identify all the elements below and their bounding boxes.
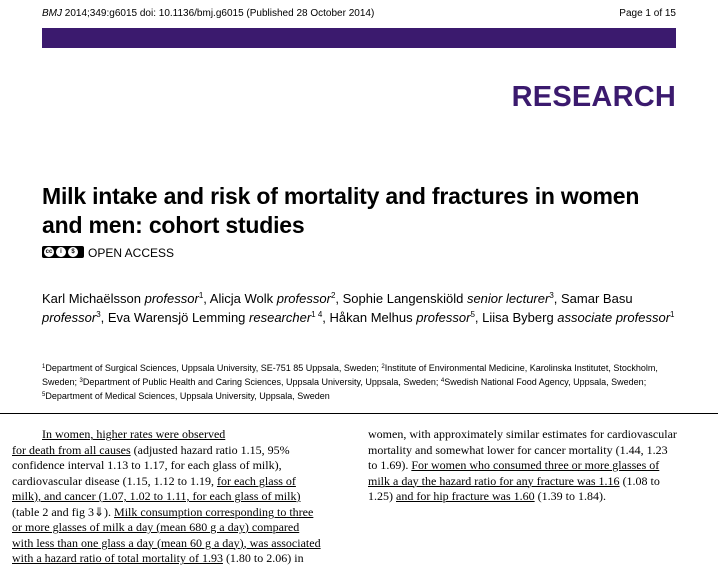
body-text: (1.08 to — [619, 473, 660, 488]
citation-details: 2014;349:g6015 doi: 10.1136/bmj.g6015 (P… — [62, 8, 375, 19]
affiliation-text: Department of Surgical Sciences, Uppsala… — [45, 363, 382, 373]
section-divider — [0, 413, 718, 414]
highlighted-text: or more glasses of milk a day (mean 680 … — [12, 520, 300, 534]
body-line: cardiovascular disease (1.15, 1.12 to 1.… — [12, 474, 352, 490]
author-role: professor — [144, 291, 199, 306]
body-text: to 1.69). — [368, 458, 412, 472]
author-affiliation-marker: 1 4 — [311, 310, 323, 319]
author-name: Alicja Wolk — [209, 291, 277, 306]
author-separator: , — [203, 291, 210, 306]
affiliation-text: Department of Medical Sciences, Uppsala … — [45, 391, 330, 401]
citation-header: BMJ 2014;349:g6015 doi: 10.1136/bmj.g601… — [42, 8, 374, 19]
body-line: women, with approximately similar estima… — [368, 427, 677, 441]
author-entry: Eva Warensjö Lemming researcher1 4, — [108, 310, 330, 325]
author-entry: Alicja Wolk professor2, — [210, 291, 343, 306]
body-line: In women, higher rates were observed — [12, 427, 352, 443]
body-text: (table 2 and fig 3⇓). — [12, 504, 115, 519]
body-line: with a hazard ratio of total mortality o… — [12, 551, 352, 567]
body-line: to 1.69). For women who consumed three o… — [368, 458, 708, 474]
body-line: 1.25) and for hip fracture was 1.60 (1.3… — [368, 489, 708, 505]
journal-name: BMJ — [42, 8, 62, 19]
author-affiliation-marker: 3 — [549, 291, 554, 300]
author-affiliation-marker: 1 — [198, 291, 204, 300]
article-title: Milk intake and risk of mortality and fr… — [42, 182, 692, 240]
author-entry: Liisa Byberg associate professor1 — [482, 310, 674, 325]
body-line: (table 2 and fig 3⇓). Milk consumption c… — [12, 505, 352, 521]
author-name: Samar Basu — [561, 291, 633, 306]
page-number: Page 1 of 15 — [619, 8, 676, 19]
author-separator: , — [553, 291, 562, 306]
affiliation-marker: 4 — [440, 378, 445, 384]
affiliation-entry: 1Department of Surgical Sciences, Uppsal… — [42, 363, 381, 373]
author-name: Liisa Byberg — [482, 310, 558, 325]
highlighted-text: and for hip fracture was 1.60 — [396, 489, 535, 503]
affiliation-marker: 5 — [42, 392, 46, 398]
body-line: mortality and somewhat lower for cancer … — [368, 442, 668, 457]
body-line: milk a day the hazard ratio for any frac… — [368, 474, 708, 490]
body-text: (1.80 to 2.06) in — [222, 551, 304, 565]
affiliation-marker: 3 — [79, 378, 83, 384]
author-separator: , — [335, 291, 343, 306]
affiliation-marker: 2 — [381, 364, 385, 370]
author-name: Eva Warensjö Lemming — [107, 310, 250, 325]
highlighted-text: In women, higher rates were observed — [42, 427, 226, 441]
author-role: senior lecturer — [466, 291, 550, 306]
author-separator: , — [322, 310, 330, 325]
affiliation-text: Department of Public Health and Caring S… — [82, 377, 441, 387]
author-entry: Sophie Langenskiöld senior lecturer3, — [343, 291, 561, 306]
body-text: (adjusted hazard ratio 1.15, 95% — [130, 442, 290, 457]
creative-commons-icon[interactable]: cc i $ — [42, 246, 84, 258]
highlighted-text: For women who consumed three or more gla… — [411, 458, 660, 472]
author-affiliation-marker: 2 — [330, 291, 336, 300]
author-role: associate professor — [557, 310, 671, 325]
affiliation-marker: 1 — [42, 364, 46, 370]
affiliation-entry: 3Department of Public Health and Caring … — [80, 377, 441, 387]
title-line-2: and men: cohort studies — [42, 212, 305, 238]
author-role: researcher — [249, 310, 312, 325]
body-column-left: In women, higher rates were observed for… — [12, 427, 352, 567]
author-entry: Samar Basu professor3, — [42, 291, 633, 325]
body-text: (1.39 to 1.84). — [534, 489, 606, 503]
author-separator: , — [474, 310, 483, 325]
body-line: for death from all causes (adjusted haza… — [12, 443, 352, 459]
affiliation-entry: 2Institute of Environmental Medicine, Ka… — [42, 363, 658, 387]
highlighted-text: milk a day the hazard ratio for any frac… — [368, 473, 620, 488]
affiliation-text: Swedish National Food Agency, Uppsala, S… — [444, 377, 647, 387]
highlighted-text: Milk consumption corresponding to three — [114, 504, 314, 519]
body-text: cardiovascular disease (1.15, 1.12 to 1.… — [12, 473, 217, 488]
author-name: Håkan Melhus — [329, 310, 417, 325]
highlighted-text: with less than one glass a day (mean 60 … — [12, 535, 321, 550]
body-line: confidence interval 1.13 to 1.17, for ea… — [12, 458, 282, 472]
body-line: milk), and cancer (1.07, 1.02 to 1.11, f… — [12, 489, 352, 505]
affiliation-entry: 4Swedish National Food Agency, Uppsala, … — [441, 377, 646, 387]
author-list: Karl Michaëlsson professor1, Alicja Wolk… — [42, 289, 682, 327]
body-text: 1.25) — [368, 489, 396, 503]
title-line-1: Milk intake and risk of mortality and fr… — [42, 183, 640, 209]
affiliations: 1Department of Surgical Sciences, Uppsal… — [42, 361, 682, 403]
author-entry: Karl Michaëlsson professor1, — [42, 291, 210, 306]
author-affiliation-marker: 5 — [470, 310, 475, 319]
body-line: with less than one glass a day (mean 60 … — [12, 536, 352, 552]
author-name: Sophie Langenskiöld — [342, 291, 467, 306]
author-separator: , — [100, 310, 108, 325]
open-access-label: OPEN ACCESS — [88, 246, 175, 260]
affiliation-text: Institute of Environmental Medicine, Kar… — [42, 363, 658, 387]
author-affiliation-marker: 3 — [96, 310, 101, 319]
highlighted-text: milk), and cancer (1.07, 1.02 to 1.11, f… — [12, 489, 301, 503]
body-line: or more glasses of milk a day (mean 680 … — [12, 520, 352, 536]
author-name: Karl Michaëlsson — [42, 291, 145, 306]
brand-bar — [42, 28, 676, 48]
highlighted-text: with a hazard ratio of total mortality o… — [12, 551, 223, 565]
highlighted-text: for death from all causes — [12, 442, 131, 457]
section-label: RESEARCH — [511, 81, 676, 113]
author-role: professor — [416, 310, 471, 325]
author-role: professor — [42, 310, 97, 325]
body-column-right: women, with approximately similar estima… — [368, 427, 708, 505]
highlighted-text: for each glass of — [216, 473, 296, 488]
author-role: professor — [276, 291, 331, 306]
affiliation-entry: 5Department of Medical Sciences, Uppsala… — [42, 391, 330, 401]
author-entry: Håkan Melhus professor5, — [330, 310, 483, 325]
author-affiliation-marker: 1 — [670, 310, 675, 319]
